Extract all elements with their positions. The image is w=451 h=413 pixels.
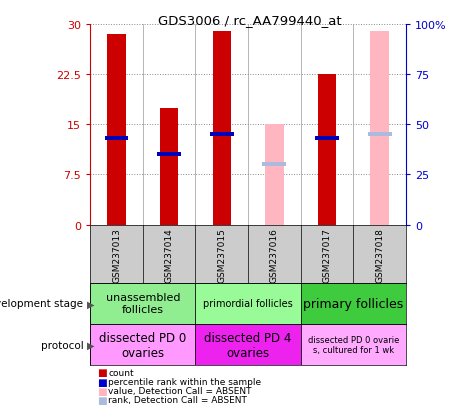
- Bar: [90, 283, 195, 324]
- Bar: [195, 283, 301, 324]
- Bar: [210, 133, 234, 137]
- Text: ■: ■: [97, 386, 107, 396]
- Text: count: count: [108, 368, 134, 377]
- Text: GSM237016: GSM237016: [270, 228, 279, 283]
- Text: GSM237017: GSM237017: [322, 228, 331, 283]
- Text: ■: ■: [97, 368, 107, 377]
- Bar: [157, 153, 181, 157]
- Text: protocol: protocol: [41, 340, 83, 350]
- Text: percentile rank within the sample: percentile rank within the sample: [108, 377, 262, 386]
- Text: development stage: development stage: [0, 299, 83, 309]
- Text: primary follicles: primary follicles: [303, 297, 403, 310]
- Text: ■: ■: [97, 377, 107, 387]
- Bar: [368, 133, 391, 137]
- Text: GSM237015: GSM237015: [217, 228, 226, 283]
- Text: GSM237014: GSM237014: [165, 228, 174, 282]
- Text: GSM237018: GSM237018: [375, 228, 384, 283]
- Text: ■: ■: [97, 395, 107, 405]
- Bar: [105, 136, 129, 140]
- Text: value, Detection Call = ABSENT: value, Detection Call = ABSENT: [108, 386, 252, 395]
- Bar: [301, 324, 406, 366]
- Text: primordial follicles: primordial follicles: [203, 299, 293, 309]
- Bar: [370, 31, 389, 225]
- Text: rank, Detection Call = ABSENT: rank, Detection Call = ABSENT: [108, 395, 247, 404]
- Text: unassembled
follicles: unassembled follicles: [106, 293, 180, 314]
- Bar: [212, 31, 231, 225]
- Bar: [318, 75, 336, 225]
- Bar: [262, 163, 286, 167]
- Text: ▶: ▶: [87, 340, 94, 350]
- Text: ▶: ▶: [87, 299, 94, 309]
- Text: dissected PD 0 ovarie
s, cultured for 1 wk: dissected PD 0 ovarie s, cultured for 1 …: [308, 335, 399, 354]
- Bar: [107, 35, 126, 225]
- Text: GDS3006 / rc_AA799440_at: GDS3006 / rc_AA799440_at: [158, 14, 342, 27]
- Text: dissected PD 4
ovaries: dissected PD 4 ovaries: [204, 331, 292, 359]
- Text: GSM237013: GSM237013: [112, 228, 121, 283]
- Bar: [265, 125, 284, 225]
- Bar: [315, 136, 339, 140]
- Bar: [195, 324, 301, 366]
- Text: dissected PD 0
ovaries: dissected PD 0 ovaries: [99, 331, 186, 359]
- Bar: [90, 324, 195, 366]
- Bar: [160, 108, 178, 225]
- Bar: [301, 283, 406, 324]
